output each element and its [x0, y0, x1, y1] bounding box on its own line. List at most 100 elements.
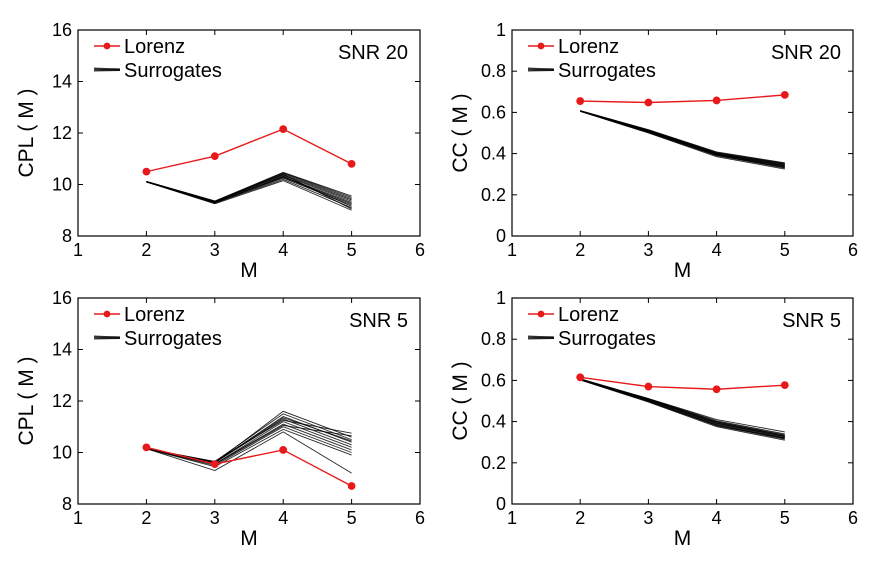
x-axis-label: M: [674, 527, 692, 550]
surrogate-line: [146, 426, 352, 466]
x-tick-label: 4: [712, 508, 722, 528]
lorenz-point: [576, 97, 585, 105]
x-tick-label: 5: [780, 240, 790, 260]
legend-lorenz-marker: [103, 42, 111, 50]
y-tick-label: 1: [496, 20, 506, 40]
y-tick-label: 0.2: [481, 185, 506, 205]
legend-lorenz-label: Lorenz: [558, 36, 619, 58]
surrogate-line: [580, 110, 785, 164]
y-tick-label: 0.6: [481, 370, 506, 390]
y-tick-label: 0.8: [481, 61, 506, 81]
legend-surrogates-line: [93, 335, 121, 338]
x-tick-label: 4: [278, 240, 288, 260]
x-tick-label: 1: [507, 240, 517, 260]
y-axis-label: CC ( M ): [449, 361, 472, 440]
x-tick-label: 3: [210, 240, 220, 260]
lorenz-point: [644, 98, 653, 107]
x-tick-label: 2: [141, 508, 151, 528]
y-tick-label: 10: [52, 443, 72, 463]
snr-annotation: SNR 5: [349, 310, 408, 332]
x-tick-label: 6: [848, 508, 858, 528]
x-axis-label: M: [674, 259, 692, 282]
lorenz-line: [580, 94, 785, 104]
surrogate-line: [580, 379, 785, 439]
y-tick-label: 14: [52, 340, 72, 360]
legend-surrogates-line: [527, 67, 555, 70]
legend-lorenz-marker: [537, 42, 545, 50]
x-tick-label: 2: [141, 240, 151, 260]
surrogate-line: [580, 110, 785, 164]
legend-surrogates-label: Surrogates: [124, 60, 222, 82]
lorenz-point: [210, 460, 219, 468]
legend-lorenz-marker: [537, 310, 545, 318]
x-tick-label: 6: [415, 508, 425, 528]
legend-surrogates-line: [93, 67, 121, 70]
x-tick-label: 4: [712, 240, 722, 260]
lorenz-point: [780, 90, 789, 99]
surrogate-line: [580, 110, 785, 165]
y-tick-label: 8: [62, 494, 72, 514]
chart-panel-bottom-right: 1 2 3 4 5 6 0 0.2 0.4 0.6 0.8 1 M CC ( M ) LorenzSurro…: [449, 288, 858, 550]
x-tick-label: 5: [780, 508, 790, 528]
axes-box: [511, 29, 854, 237]
x-tick-label: 2: [575, 240, 585, 260]
y-tick-label: 0.4: [481, 144, 506, 164]
y-tick-label: 0: [496, 226, 506, 246]
y-axis-label: CC ( M ): [449, 93, 472, 172]
snr-annotation: SNR 5: [782, 310, 841, 332]
x-axis-label: M: [240, 259, 258, 282]
legend-surrogates-label: Surrogates: [124, 328, 222, 350]
legend-surrogates-label: Surrogates: [558, 60, 656, 82]
x-tick-label: 6: [415, 240, 425, 260]
x-tick-label: 5: [347, 240, 357, 260]
x-tick-label: 1: [73, 508, 83, 528]
y-tick-label: 10: [52, 175, 72, 195]
lorenz-point: [279, 125, 288, 134]
legend-lorenz-label: Lorenz: [124, 304, 185, 326]
lorenz-point: [142, 167, 151, 176]
surrogate-line: [580, 110, 785, 169]
y-tick-label: 16: [52, 288, 72, 308]
y-tick-label: 0.6: [481, 102, 506, 122]
x-tick-label: 3: [643, 240, 653, 260]
x-tick-label: 3: [210, 508, 220, 528]
y-tick-label: 8: [62, 226, 72, 246]
x-tick-label: 6: [848, 240, 858, 260]
lorenz-point: [576, 373, 585, 382]
y-tick-label: 0.2: [481, 453, 506, 473]
legend-surrogates-label: Surrogates: [558, 328, 656, 350]
y-tick-label: 0: [496, 494, 506, 514]
x-tick-label: 4: [278, 508, 288, 528]
surrogate-line: [146, 431, 352, 474]
lorenz-point: [347, 482, 356, 490]
lorenz-point: [644, 382, 653, 391]
lorenz-point: [780, 381, 789, 390]
legend-lorenz-label: Lorenz: [558, 304, 619, 326]
y-tick-label: 0.4: [481, 412, 506, 432]
x-tick-label: 5: [347, 508, 357, 528]
surrogate-line: [146, 173, 352, 210]
lorenz-line: [146, 128, 352, 173]
legend-surrogates-line: [527, 335, 555, 338]
surrogate-line: [146, 428, 352, 468]
x-tick-label: 3: [643, 508, 653, 528]
snr-annotation: SNR 20: [338, 42, 408, 64]
lorenz-point: [347, 160, 356, 168]
y-tick-label: 1: [496, 288, 506, 308]
surrogate-line: [146, 171, 352, 202]
x-tick-label: 1: [73, 240, 83, 260]
axes-box: [511, 297, 854, 505]
lorenz-point: [142, 443, 151, 452]
lorenz-line: [146, 446, 352, 487]
legend-lorenz-marker: [103, 310, 111, 318]
x-tick-label: 1: [507, 508, 517, 528]
lorenz-point: [279, 446, 288, 454]
y-tick-label: 16: [52, 20, 72, 40]
lorenz-point: [712, 96, 721, 105]
snr-annotation: SNR 20: [771, 42, 841, 64]
chart-panel-top-right: 1 2 3 4 5 6 0 0.2 0.4 0.6 0.8 1 M CC ( M ) LorenzSurro…: [449, 20, 858, 282]
x-axis-label: M: [240, 527, 258, 550]
